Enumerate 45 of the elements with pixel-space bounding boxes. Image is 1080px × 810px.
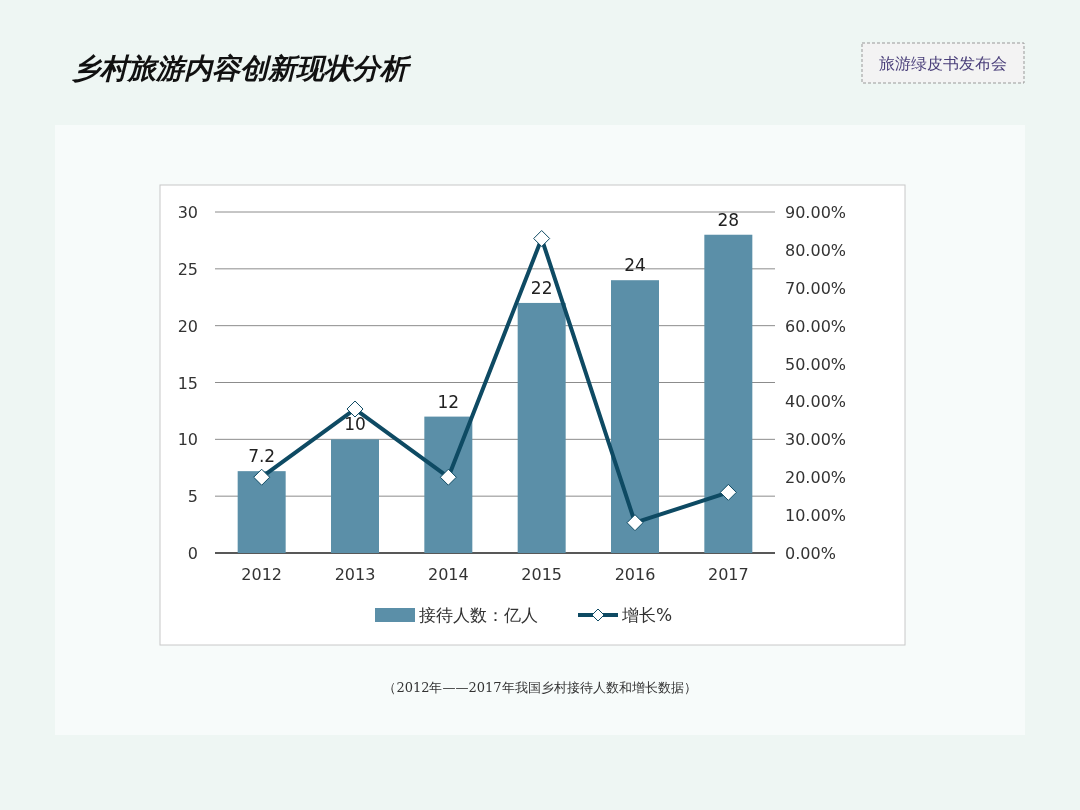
data-label: 24 (624, 255, 646, 276)
text: 旅游绿皮书发布会 (879, 54, 1007, 73)
bar (331, 439, 379, 553)
data-label: 7.2 (248, 446, 276, 467)
point (253, 468, 271, 486)
y2-tick-label: 10.00% (785, 506, 847, 526)
y2-tick-label: 40.00% (785, 392, 847, 412)
bar (424, 416, 473, 553)
y2-tick-label: 90.00% (785, 203, 847, 222)
x-tick-label: 2013 (334, 565, 376, 584)
x-tick-label: 2012 (241, 565, 283, 584)
data-label: 22 (530, 277, 553, 298)
chart-title: 乡村旅游内容创新现状分析 (72, 52, 412, 85)
x-tick-label: 2015 (521, 565, 563, 584)
data-label: 28 (717, 209, 740, 230)
bar (517, 302, 566, 553)
y2-tick-label: 60.00% (785, 316, 847, 336)
y-tick-label: 20 (177, 316, 198, 336)
bar (237, 471, 286, 553)
bar (704, 234, 753, 553)
y2-tick-label: 0.00% (785, 544, 836, 563)
data-label: 10 (344, 414, 366, 435)
y2-tick-label: 70.00% (785, 278, 847, 298)
y-tick-label: 25 (177, 259, 198, 279)
y-tick-label: 5 (187, 487, 198, 507)
legend-label: 增长% (621, 605, 673, 625)
x-tick-label: 2014 (427, 565, 469, 584)
point (719, 483, 737, 501)
bar (611, 280, 659, 553)
y-tick-label: 30 (177, 203, 198, 222)
point (439, 468, 457, 486)
y-tick-label: 0 (187, 544, 198, 563)
y2-tick-label: 30.00% (785, 430, 847, 450)
y-tick-label: 10 (177, 430, 198, 450)
x-tick-label: 2017 (707, 565, 749, 584)
data-label: 12 (437, 391, 460, 412)
text: （2012年——2017年我国乡村接待人数和增长数据） (383, 680, 697, 695)
point (533, 230, 551, 248)
y-tick-label: 15 (177, 373, 198, 393)
y2-tick-label: 50.00% (785, 354, 847, 374)
point (626, 514, 644, 532)
y2-tick-label: 80.00% (785, 240, 847, 260)
x-tick-label: 2016 (614, 565, 656, 584)
legend-label: 接待人数：亿人 (419, 605, 538, 625)
y2-tick-label: 20.00% (785, 468, 847, 488)
